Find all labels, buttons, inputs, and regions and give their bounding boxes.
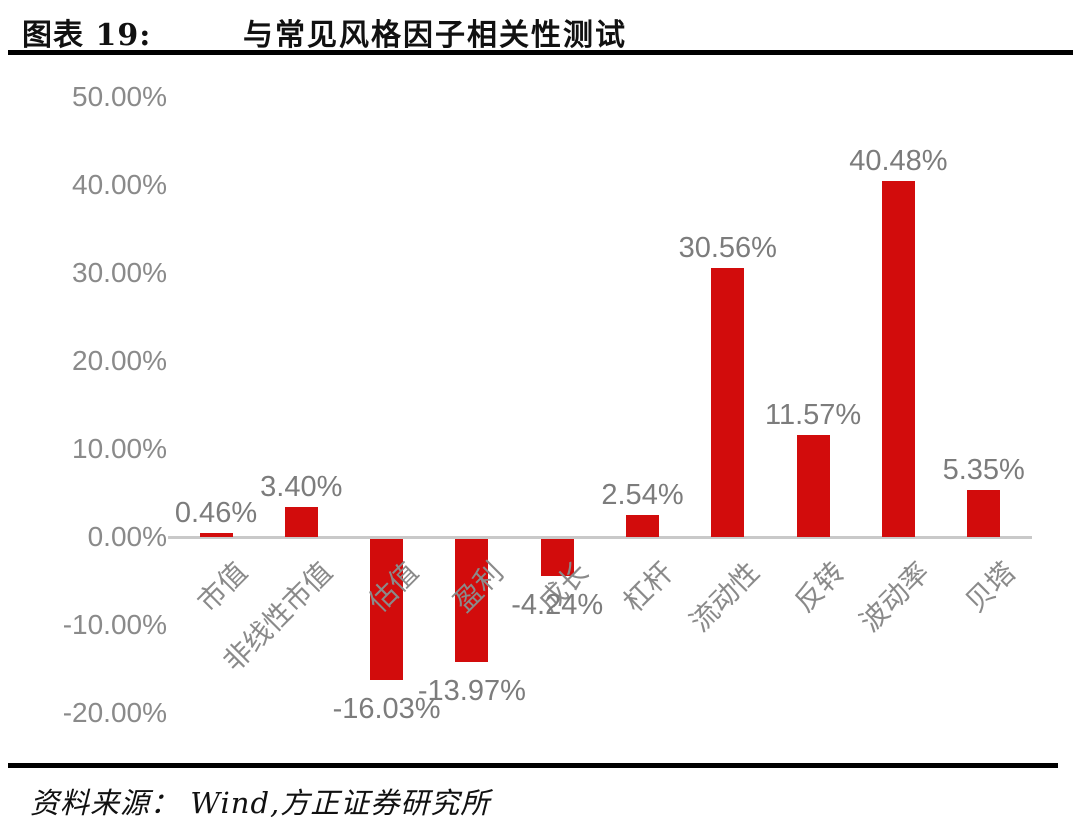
y-axis-tick: 20.00% xyxy=(72,345,167,376)
bar xyxy=(626,515,659,537)
bar xyxy=(796,435,830,537)
bar xyxy=(967,490,1001,537)
bar-value-label: -4.24% xyxy=(511,589,604,621)
x-axis-label: 市值 xyxy=(191,556,254,618)
y-axis-tick: -10.00% xyxy=(62,609,167,640)
bar xyxy=(284,507,318,537)
bar-chart: 50.00% 40.00% 30.00% 20.00% 10.00% 0.00% -10.0… xyxy=(0,62,1080,762)
y-axis-tick: 50.00% xyxy=(72,81,167,112)
figure-label: 图表 19: xyxy=(22,18,152,53)
header-divider xyxy=(8,50,1073,55)
x-axis-label: 反转 xyxy=(788,556,851,618)
bar-value-label: 3.40% xyxy=(260,471,343,503)
footer-divider xyxy=(8,763,1058,768)
bar-value-label: -13.97% xyxy=(417,675,526,707)
bar xyxy=(455,539,489,662)
bar-value-label: 30.56% xyxy=(678,232,777,264)
bar xyxy=(540,539,574,576)
bar xyxy=(881,181,915,537)
y-axis-tick: 30.00% xyxy=(72,257,167,288)
y-axis-tick: 10.00% xyxy=(72,433,167,464)
bar xyxy=(199,533,233,537)
x-axis-label: 贝塔 xyxy=(959,556,1021,618)
y-axis-tick: -20.00% xyxy=(62,697,167,728)
bar-value-label: -16.03% xyxy=(332,693,441,725)
bar xyxy=(711,268,745,537)
bar-value-label: 11.57% xyxy=(764,399,862,431)
bar-value-label: 0.46% xyxy=(174,497,258,529)
x-axis-label: 流动性 xyxy=(683,556,766,638)
y-axis-tick: 0.00% xyxy=(87,521,167,552)
bar-value-label: 2.54% xyxy=(601,479,684,511)
x-axis-label: 波动率 xyxy=(854,556,936,638)
bar-value-label: 5.35% xyxy=(942,454,1025,486)
x-axis-line xyxy=(168,536,1032,539)
bar-value-label: 40.48% xyxy=(849,145,948,177)
source-attribution: 资料来源： Wind,方正证券研究所 xyxy=(30,786,491,820)
bar xyxy=(370,539,404,680)
figure-title: 与常见风格因子相关性测试 xyxy=(243,18,627,53)
y-axis-tick: 40.00% xyxy=(72,169,167,200)
